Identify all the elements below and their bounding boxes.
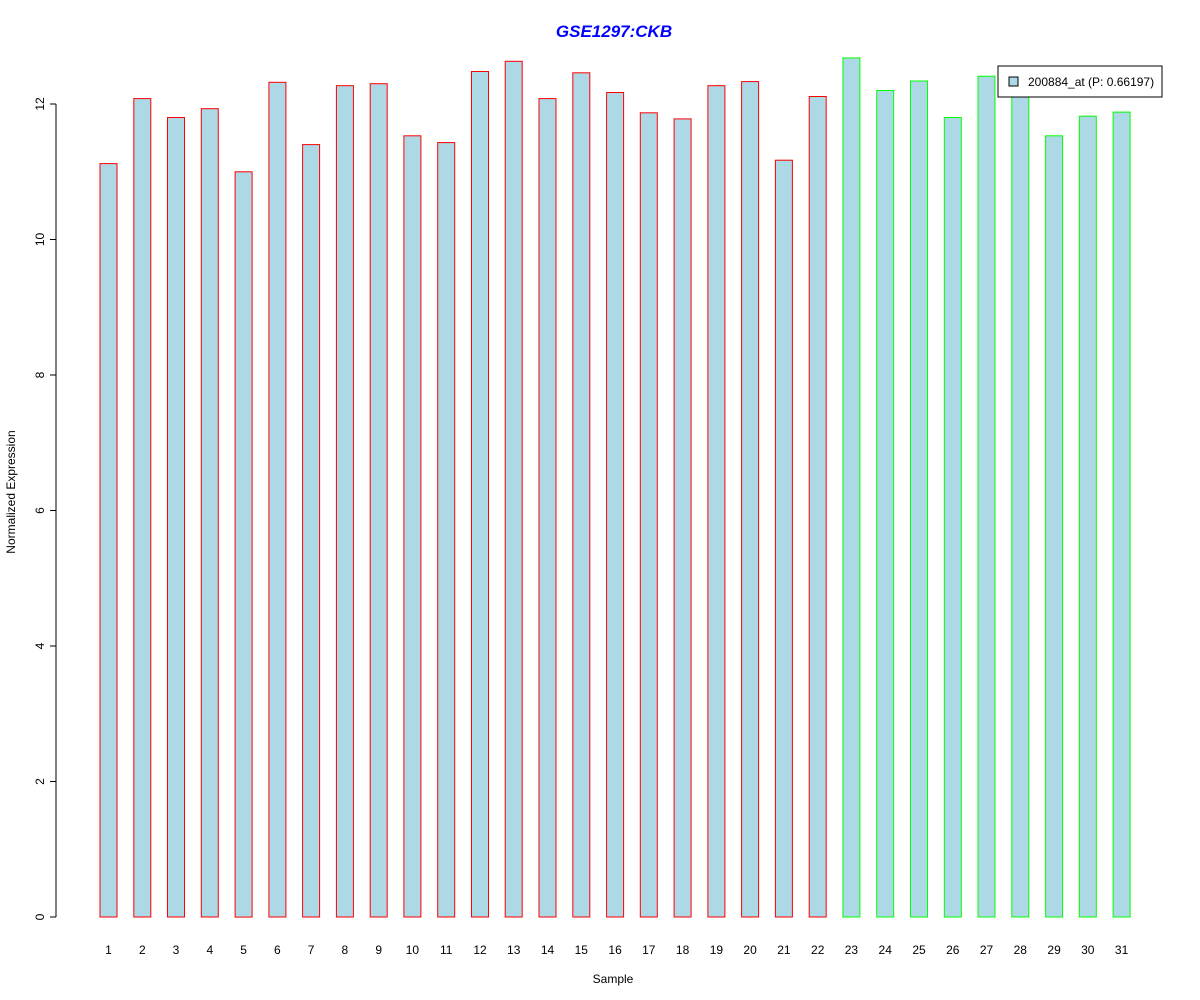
bar-sample-10 bbox=[403, 135, 422, 918]
bar-sample-4 bbox=[200, 108, 219, 918]
bar-sample-28 bbox=[1011, 90, 1030, 918]
x-tick-label: 17 bbox=[642, 943, 656, 957]
x-tick-label: 26 bbox=[946, 943, 960, 957]
bar-sample-29 bbox=[1045, 135, 1064, 918]
y-axis-label: Normalized Expression bbox=[4, 430, 18, 553]
x-tick-label: 11 bbox=[440, 943, 453, 957]
bar-sample-24 bbox=[876, 90, 895, 918]
bar-sample-6 bbox=[268, 81, 287, 918]
bar-sample-9 bbox=[369, 83, 388, 918]
x-tick-label: 22 bbox=[811, 943, 825, 957]
bar-sample-27 bbox=[977, 75, 996, 918]
bar-sample-13 bbox=[504, 60, 523, 918]
x-tick-labels: 1 2 3 4 5 6 7 8 9 10 11 12 13 14 15 16 17 18 19 20 21 22 23 24 2… bbox=[105, 943, 1128, 957]
bar-sample-15 bbox=[572, 72, 591, 918]
x-tick-label: 31 bbox=[1115, 943, 1129, 957]
x-tick-label: 6 bbox=[274, 943, 281, 957]
x-tick-label: 7 bbox=[308, 943, 315, 957]
bar-sample-3 bbox=[167, 117, 185, 918]
legend: 200884_at (P: 0.66197) bbox=[997, 65, 1163, 98]
legend-box bbox=[997, 65, 1163, 98]
bar-sample-16 bbox=[606, 92, 625, 918]
bar-sample-30 bbox=[1078, 115, 1097, 918]
x-tick-label: 18 bbox=[676, 943, 690, 957]
y-tick-label: 6 bbox=[33, 507, 47, 514]
x-tick-label: 16 bbox=[608, 943, 622, 957]
bar-sample-21 bbox=[774, 159, 793, 918]
bar-sample-12 bbox=[471, 71, 489, 918]
x-tick-label: 13 bbox=[507, 943, 521, 957]
bar-sample-18 bbox=[673, 118, 692, 918]
y-tick-label: 2 bbox=[33, 778, 47, 785]
bar-sample-22 bbox=[808, 96, 827, 918]
chart-title: GSE1297:CKB bbox=[556, 22, 672, 41]
y-tick-label: 10 bbox=[33, 233, 47, 247]
x-tick-label: 2 bbox=[139, 943, 146, 957]
x-tick-label: 12 bbox=[473, 943, 487, 957]
x-tick-label: 3 bbox=[173, 943, 180, 957]
legend-swatch bbox=[1008, 76, 1019, 87]
x-tick-label: 24 bbox=[879, 943, 893, 957]
bar-sample-8 bbox=[335, 85, 354, 918]
bar-sample-2 bbox=[133, 98, 152, 918]
x-tick-label: 29 bbox=[1047, 943, 1061, 957]
bar-sample-17 bbox=[639, 112, 658, 918]
y-tick-label: 4 bbox=[33, 642, 47, 649]
x-tick-label: 1 bbox=[105, 943, 112, 957]
y-tick-label: 12 bbox=[33, 97, 47, 111]
x-tick-label: 10 bbox=[406, 943, 420, 957]
bar-sample-23 bbox=[842, 57, 861, 918]
x-tick-label: 20 bbox=[743, 943, 757, 957]
bar-sample-7 bbox=[302, 144, 321, 918]
x-axis-label: Sample bbox=[593, 972, 634, 986]
legend-entry-label: 200884_at (P: 0.66197) bbox=[1028, 75, 1154, 89]
bar-sample-1 bbox=[99, 163, 118, 918]
bar-sample-14 bbox=[538, 98, 557, 918]
bar-sample-25 bbox=[910, 80, 928, 918]
x-tick-label: 8 bbox=[342, 943, 349, 957]
bars bbox=[99, 57, 1131, 918]
bar-sample-5 bbox=[234, 171, 253, 918]
bar-sample-11 bbox=[437, 142, 456, 918]
x-tick-label: 19 bbox=[710, 943, 724, 957]
x-tick-label: 4 bbox=[206, 943, 213, 957]
x-tick-label: 9 bbox=[375, 943, 382, 957]
y-tick-label: 0 bbox=[33, 913, 47, 920]
x-tick-label: 27 bbox=[980, 943, 994, 957]
bar-sample-26 bbox=[943, 117, 962, 918]
y-axis: 0 2 4 6 8 10 12 bbox=[33, 97, 57, 920]
x-tick-label: 30 bbox=[1081, 943, 1095, 957]
bar-sample-20 bbox=[741, 81, 760, 918]
x-tick-label: 15 bbox=[575, 943, 589, 957]
bar-sample-31 bbox=[1112, 111, 1131, 918]
x-tick-label: 5 bbox=[240, 943, 247, 957]
x-tick-label: 21 bbox=[777, 943, 791, 957]
x-tick-label: 14 bbox=[541, 943, 555, 957]
bar-sample-19 bbox=[707, 85, 726, 918]
x-tick-label: 25 bbox=[912, 943, 926, 957]
x-tick-label: 23 bbox=[845, 943, 859, 957]
y-tick-label: 8 bbox=[33, 371, 47, 378]
x-tick-label: 28 bbox=[1014, 943, 1028, 957]
